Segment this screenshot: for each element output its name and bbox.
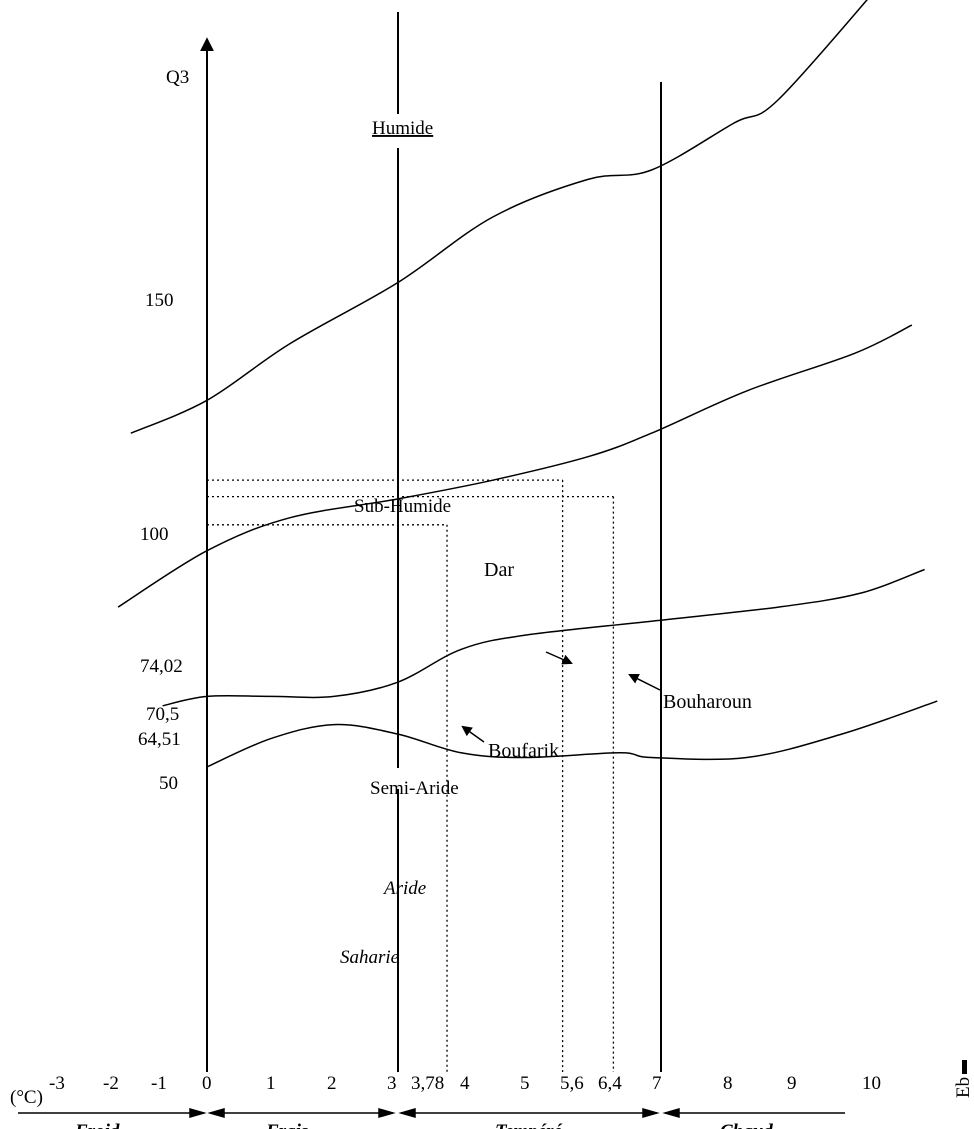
zone-aride: Aride bbox=[382, 878, 426, 899]
band-frais: Frais bbox=[265, 1121, 308, 1129]
axes-lines bbox=[200, 12, 662, 1072]
arrow-boufarik bbox=[461, 725, 485, 743]
x-tick: 2 bbox=[327, 1073, 337, 1094]
x-tick: 8 bbox=[723, 1073, 733, 1094]
x-tick: -2 bbox=[103, 1073, 119, 1094]
x-unit-label: (°C) bbox=[10, 1087, 43, 1108]
x-tick: 7 bbox=[652, 1073, 662, 1094]
right-axis-label: Eb bbox=[953, 1077, 974, 1098]
right-axis-mark bbox=[962, 1060, 967, 1074]
y-axis-label: Q3 bbox=[166, 67, 189, 88]
y-label-74-02: 74,02 bbox=[140, 656, 183, 677]
boundary-curve-1 bbox=[130, 0, 868, 434]
x-tick: 0 bbox=[202, 1073, 212, 1094]
boundary-curve-3 bbox=[162, 568, 925, 707]
x-tick: 3 bbox=[387, 1073, 397, 1094]
x-tick: 4 bbox=[460, 1073, 470, 1094]
x-tick: 9 bbox=[787, 1073, 797, 1094]
y-label-64-51: 64,51 bbox=[138, 729, 181, 750]
x-tick: 6,4 bbox=[598, 1073, 622, 1094]
station-guides bbox=[207, 479, 615, 1072]
x-axis-ticks: -3 -2 -1 0 1 2 3 3,78 4 5 5,6 6,4 7 8 9 … bbox=[49, 1073, 881, 1094]
arrow-dar bbox=[545, 651, 573, 665]
station-guide-dar bbox=[207, 479, 564, 1072]
x-tick: -1 bbox=[151, 1073, 167, 1094]
zone-humide: Humide bbox=[372, 118, 433, 139]
y-label-70-5: 70,5 bbox=[146, 704, 179, 725]
x-tick: 5 bbox=[520, 1073, 530, 1094]
arrow-bouharoun bbox=[628, 674, 661, 691]
station-guide-bouharoun bbox=[207, 495, 615, 1072]
zone-saharien: Saharie bbox=[340, 947, 399, 968]
zone-sub-humide: Sub-Humide bbox=[354, 496, 451, 517]
annotation-arrows bbox=[461, 651, 661, 743]
boundary-curves bbox=[117, 0, 938, 768]
annotation-boufarik: Boufarik bbox=[488, 740, 559, 762]
x-tick: 1 bbox=[266, 1073, 276, 1094]
y-tick-100: 100 bbox=[140, 524, 169, 545]
band-arrows bbox=[18, 1108, 845, 1118]
y-tick-50: 50 bbox=[159, 773, 178, 794]
boundary-curve-4 bbox=[206, 700, 938, 768]
y-tick-150: 150 bbox=[145, 290, 174, 311]
x-tick: 10 bbox=[862, 1073, 881, 1094]
annotation-dar: Dar bbox=[484, 559, 514, 581]
boundary-curve-2 bbox=[117, 324, 913, 608]
x-tick: 5,6 bbox=[560, 1073, 584, 1094]
station-guide-boufarik bbox=[207, 524, 448, 1072]
band-tempere: Tempéré bbox=[495, 1121, 562, 1129]
zone-semi-aride: Semi-Aride bbox=[370, 778, 459, 799]
x-tick: -3 bbox=[49, 1073, 65, 1094]
band-chaud: Chaud bbox=[720, 1121, 773, 1129]
x-tick: 3,78 bbox=[411, 1073, 444, 1094]
band-froid: Froid bbox=[74, 1121, 120, 1129]
annotation-bouharoun: Bouharoun bbox=[663, 691, 752, 713]
